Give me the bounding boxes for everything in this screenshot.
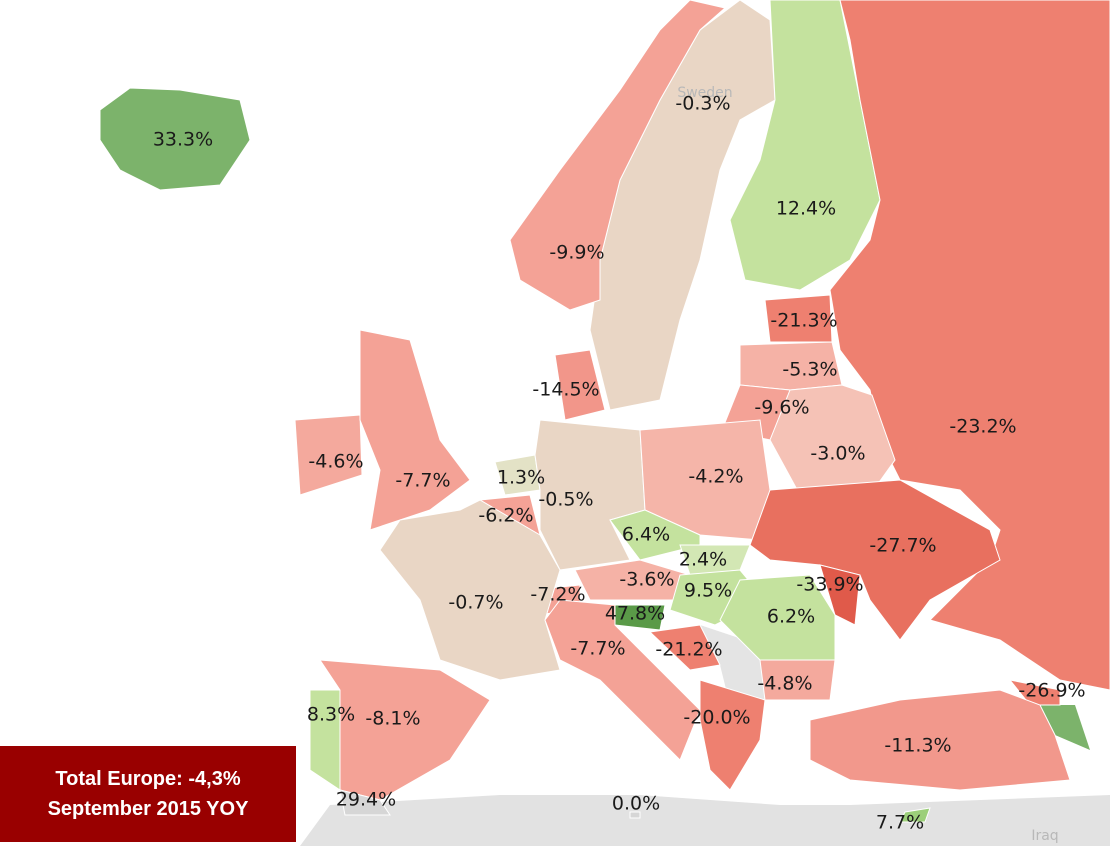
country-shape: [1008, 679, 1061, 706]
country-value-label: -7.2%: [530, 584, 585, 606]
country-value-label: 6.4%: [622, 524, 670, 546]
country-shape: [99, 87, 251, 191]
country-value-label: 2.4%: [679, 549, 727, 571]
country-value-label: -3.6%: [619, 569, 674, 591]
country-value-label: -6.2%: [478, 505, 533, 527]
summary-subtitle: September 2015 YOY: [47, 798, 249, 820]
country-value-label: 12.4%: [776, 198, 836, 220]
country-value-label: 0.0%: [612, 793, 660, 815]
country-shape: [294, 414, 363, 496]
country-shape: [729, 0, 881, 291]
country-value-label: 1.3%: [497, 467, 545, 489]
country-value-label: -33.9%: [796, 574, 863, 596]
country-shape: [699, 679, 766, 791]
country-shape: [509, 0, 727, 311]
country-value-label: -9.6%: [754, 397, 809, 419]
country-value-label: -0.3%: [675, 93, 730, 115]
country-value-label: -4.6%: [308, 451, 363, 473]
country-value-label: 6.2%: [767, 606, 815, 628]
labels: Sweden Iraq 33.3% -0.3% 12.4% -9.9% -23.2% -2…: [153, 85, 1086, 844]
country-value-label: 7.7%: [876, 812, 924, 834]
country-value-label: -3.0%: [810, 443, 865, 465]
country-value-label: -14.5%: [532, 379, 599, 401]
summary-title: Total Europe: -4,3%: [55, 768, 241, 790]
country-value-label: -8.1%: [365, 708, 420, 730]
country-value-label: -0.7%: [448, 592, 503, 614]
country-value-label: -5.3%: [782, 359, 837, 381]
country-value-label: -9.9%: [549, 242, 604, 264]
country-value-label: -7.7%: [395, 470, 450, 492]
country-shape: [629, 811, 641, 819]
country-value-label: -21.3%: [770, 310, 837, 332]
country-value-label: 33.3%: [153, 129, 213, 151]
country-value-label: 9.5%: [684, 580, 732, 602]
summary-box: Total Europe: -4,3% September 2015 YOY: [0, 746, 296, 842]
country-shape: [899, 807, 931, 823]
country-value-label: -21.2%: [655, 639, 722, 661]
place-name: Sweden: [677, 85, 732, 101]
place-name: Iraq: [1031, 828, 1058, 844]
country-shape: [769, 384, 896, 496]
country-shape: [759, 659, 836, 701]
country-shape: [648, 624, 721, 671]
country-shape: [319, 659, 491, 801]
country-value-label: -4.8%: [757, 673, 812, 695]
country-shape: [554, 349, 606, 421]
country-value-label: 47.8%: [605, 603, 665, 625]
country-value-label: 8.3%: [307, 704, 355, 726]
country-value-label: -7.7%: [570, 638, 625, 660]
country-value-label: -23.2%: [949, 416, 1016, 438]
land-background: [300, 795, 1110, 846]
country-value-label: -27.7%: [869, 535, 936, 557]
country-value-label: 29.4%: [336, 789, 396, 811]
country-shape: [544, 599, 701, 761]
country-shape: [359, 329, 471, 531]
country-shape: [339, 789, 391, 816]
country-value-label: -11.3%: [884, 735, 951, 757]
country-value-label: -4.2%: [688, 466, 743, 488]
country-value-label: -26.9%: [1018, 680, 1085, 702]
country-value-label: -0.5%: [538, 489, 593, 511]
country-shape: [749, 479, 1001, 641]
country-shape: [819, 564, 861, 626]
country-shape: [379, 499, 561, 681]
country-shape: [809, 689, 1071, 791]
country-value-label: -20.0%: [683, 707, 750, 729]
land-armenia: [1040, 705, 1090, 750]
country-shape: [609, 509, 701, 561]
regions: [99, 0, 1110, 823]
